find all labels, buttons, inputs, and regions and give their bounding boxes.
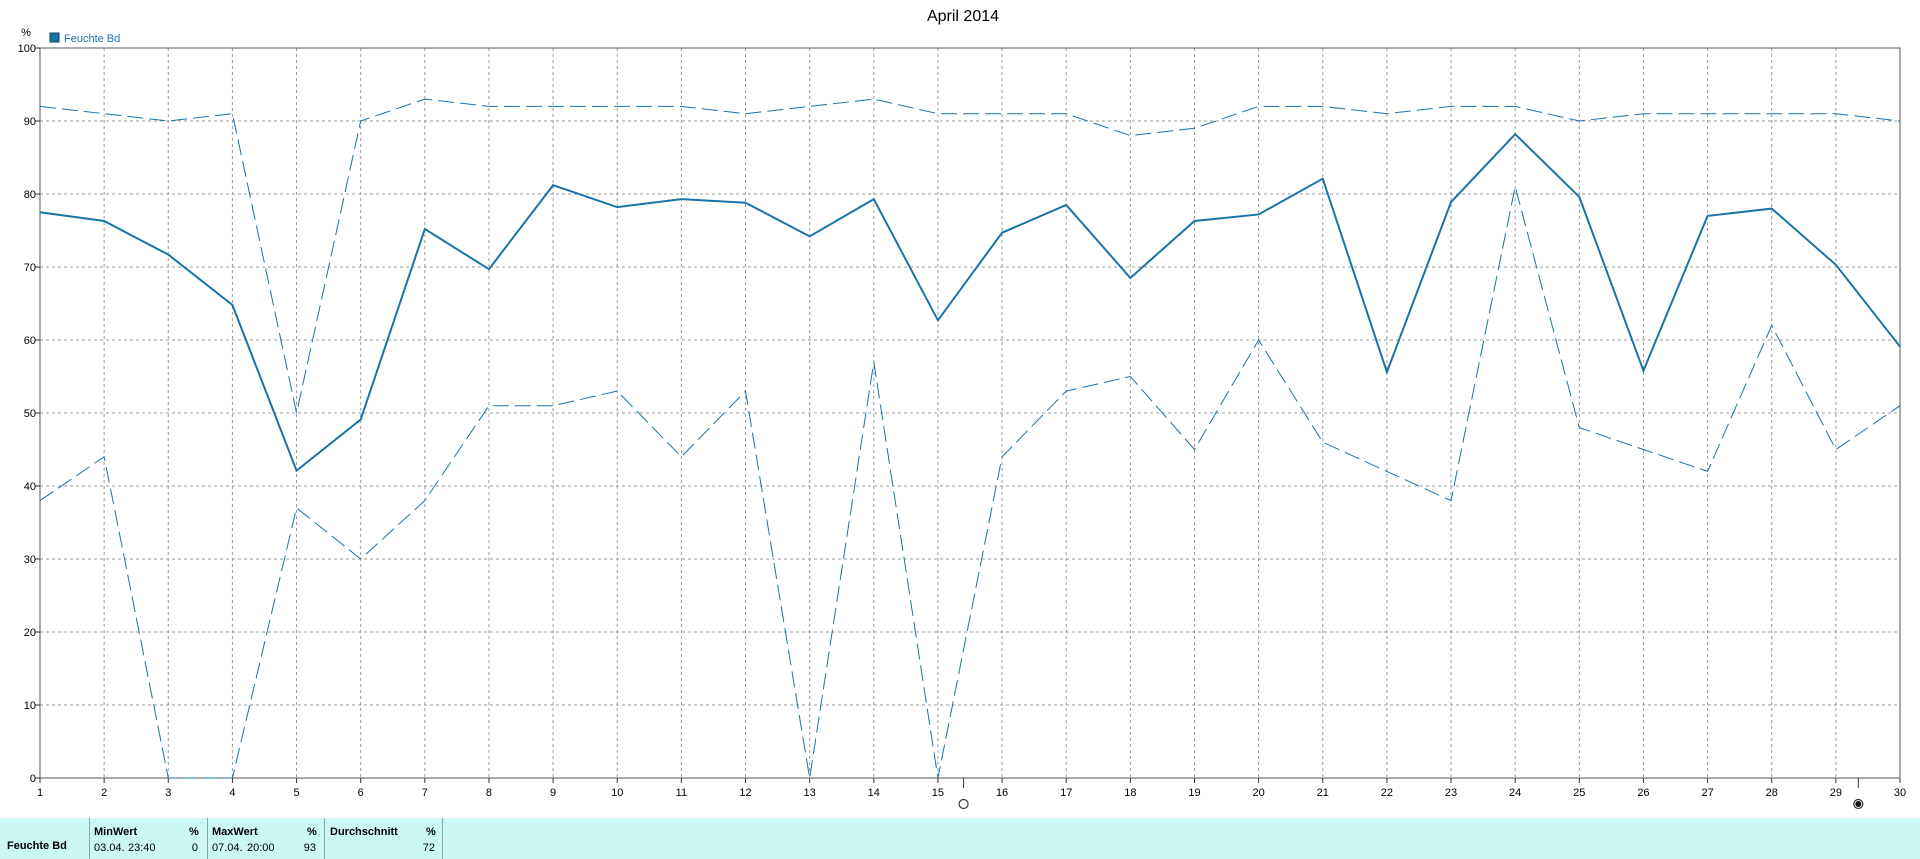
stats-separator [324, 818, 325, 859]
stats-table: Feuchte Bd MinWert % 03.04. 23:40 0 MaxW… [0, 818, 1920, 859]
x-tick-label: 24 [1509, 787, 1521, 799]
series-layer [39, 98, 1901, 779]
x-tick-label: 12 [739, 787, 751, 799]
max-value: 93 [303, 842, 316, 854]
y-tick-label: 30 [24, 554, 36, 566]
x-tick-label: 11 [676, 787, 687, 799]
avg-value: 72 [422, 842, 435, 854]
max-date: 07.04. [212, 842, 243, 854]
min-value: 0 [191, 842, 198, 854]
x-tick-label: 26 [1637, 787, 1649, 799]
x-tick-label: 28 [1766, 787, 1778, 799]
stats-separator [207, 818, 208, 859]
y-tick-label: 80 [24, 189, 36, 201]
x-tick-label: 7 [422, 787, 428, 799]
stats-separator [442, 818, 443, 859]
x-tick-label: 25 [1573, 787, 1585, 799]
min-unit: % [189, 826, 199, 838]
chart: April 2014 % Feuchte Bd 1 2 3 4 5 6 7 8 9 10 11 12 1… [18, 8, 1906, 810]
stats-row-label: Feuchte Bd [7, 840, 67, 852]
legend-swatch [49, 32, 60, 43]
legend-label: Feuchte Bd [64, 33, 120, 45]
y-tick-label: 100 [18, 43, 36, 55]
x-tick-label: 21 [1317, 787, 1329, 799]
y-tick-label: 20 [24, 627, 36, 639]
min-date: 03.04. [94, 842, 125, 854]
min-header: MinWert [94, 826, 138, 838]
x-tick-label: 2 [101, 787, 107, 799]
series-line-dashed-1 [39, 98, 1901, 414]
open-circle-marker [958, 798, 969, 810]
x-tick-label: 20 [1252, 787, 1264, 799]
y-tick-label: 50 [24, 408, 36, 420]
stats-separator [89, 818, 90, 859]
y-tick-label: 0 [30, 773, 36, 785]
axis-ticks: 1 2 3 4 5 6 7 8 9 10 11 12 13 14 15 16 17 18 19 20 21 22 23 24 2… [18, 43, 1906, 799]
x-tick-label: 17 [1060, 787, 1072, 799]
y-tick-label: 10 [24, 700, 36, 712]
min-time: 23:40 [128, 842, 156, 854]
x-tick-label: 15 [932, 787, 944, 799]
series-line-dashed-2 [39, 186, 1901, 779]
x-tick-label: 4 [229, 787, 235, 799]
x-tick-label: 14 [868, 787, 880, 799]
max-header: MaxWert [212, 826, 258, 838]
x-tick-label: 8 [486, 787, 492, 799]
x-tick-label: 16 [996, 787, 1008, 799]
avg-unit: % [426, 826, 436, 838]
grid [40, 48, 1900, 778]
y-tick-label: 60 [24, 335, 36, 347]
y-axis-unit: % [21, 27, 31, 39]
x-tick-label: 27 [1701, 787, 1713, 799]
x-tick-label: 6 [358, 787, 364, 799]
x-tick-label: 29 [1830, 787, 1842, 799]
y-tick-label: 90 [24, 116, 36, 128]
series-line-feuchte-bd [39, 132, 1901, 473]
filled-circle-marker [1855, 801, 1862, 807]
x-tick-label: 1 [37, 787, 43, 799]
legend: Feuchte Bd [49, 32, 120, 45]
x-tick-label: 5 [293, 787, 299, 799]
x-tick-label: 18 [1124, 787, 1136, 799]
x-tick-label: 9 [550, 787, 556, 799]
x-tick-label: 22 [1381, 787, 1393, 799]
x-tick-label: 30 [1894, 787, 1906, 799]
x-tick-label: 13 [804, 787, 816, 799]
x-tick-label: 23 [1445, 787, 1457, 799]
avg-header: Durchschnitt [330, 826, 398, 838]
max-unit: % [307, 826, 317, 838]
x-tick-label: 19 [1188, 787, 1200, 799]
x-tick-label: 10 [611, 787, 623, 799]
y-tick-label: 70 [24, 262, 36, 274]
y-tick-label: 40 [24, 481, 36, 493]
x-tick-label: 3 [165, 787, 171, 799]
chart-title: April 2014 [927, 8, 999, 25]
max-time: 20:00 [247, 842, 275, 854]
x-markers [958, 778, 1864, 810]
